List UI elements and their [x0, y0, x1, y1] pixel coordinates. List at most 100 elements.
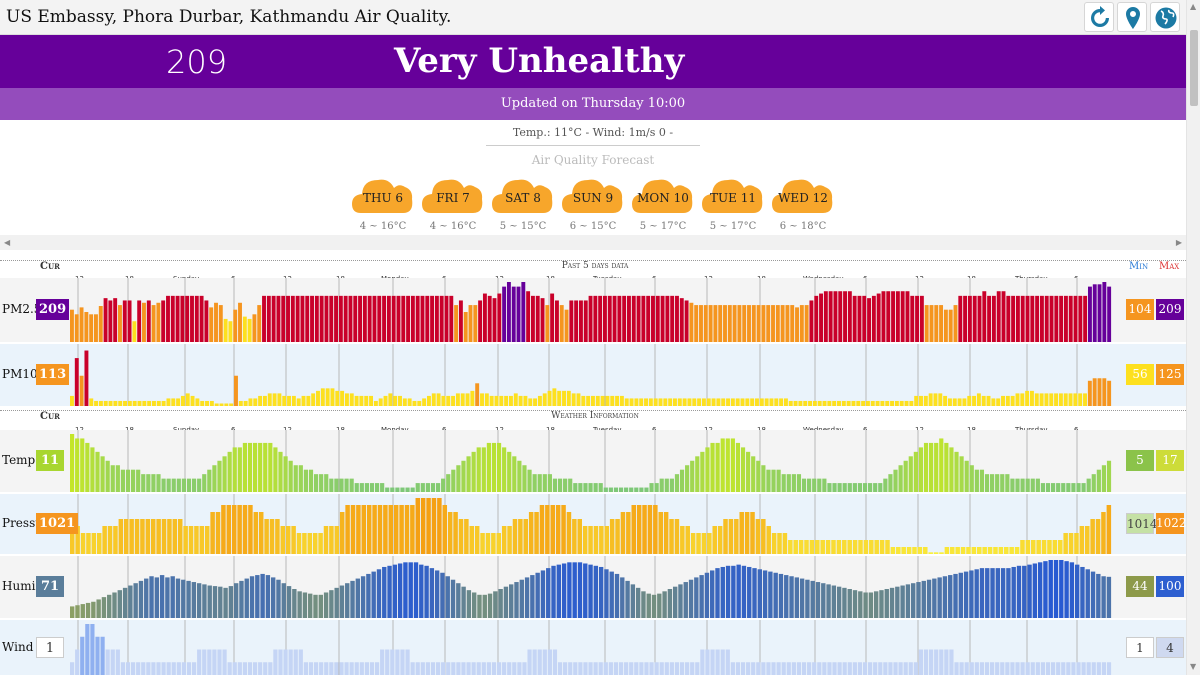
scrollbar-thumb[interactable]: [1190, 30, 1198, 106]
data-bar: [362, 295, 367, 342]
forecast-day[interactable]: THU 6 4 ~ 16°C: [351, 172, 415, 232]
data-bar: [1078, 393, 1083, 406]
cur-label: Cur: [40, 411, 60, 422]
scroll-down-icon[interactable]: ▼: [1190, 662, 1197, 671]
data-bar: [762, 570, 768, 618]
cloud-icon: [632, 179, 693, 213]
data-bar: [334, 587, 339, 618]
data-bar: [674, 474, 680, 492]
data-bar: [568, 478, 573, 492]
data-bar: [481, 662, 486, 675]
data-bar: [646, 295, 651, 342]
section-title: Weather Information: [551, 411, 639, 421]
data-bar: [253, 398, 258, 406]
data-bar: [430, 483, 436, 492]
data-bar: [578, 662, 583, 675]
data-bar: [115, 465, 120, 492]
data-bar: [775, 305, 780, 342]
forecast-day[interactable]: FRI 7 4 ~ 16°C: [421, 172, 485, 232]
forecast-day[interactable]: TUE 11 5 ~ 17°C: [701, 172, 765, 232]
data-bar: [480, 393, 484, 406]
data-bar: [766, 526, 771, 554]
data-bar: [1049, 393, 1054, 406]
data-bar: [154, 577, 160, 618]
data-bar: [260, 573, 265, 618]
data-bar: [761, 519, 766, 554]
vertical-scrollbar[interactable]: ▲ ▼: [1186, 0, 1200, 675]
data-bar: [219, 403, 224, 406]
forecast-day[interactable]: MON 10 5 ~ 17°C: [631, 172, 695, 232]
data-bar: [924, 305, 929, 342]
data-bar: [624, 487, 629, 492]
data-bar: [247, 662, 253, 675]
data-bar: [79, 307, 84, 342]
data-bar: [186, 580, 191, 618]
data-bar: [291, 395, 296, 406]
data-bar: [598, 566, 604, 618]
forecast-day[interactable]: SAT 8 5 ~ 15°C: [491, 172, 555, 232]
data-bar: [923, 547, 928, 554]
data-bar: [80, 533, 86, 554]
globe-button[interactable]: [1150, 2, 1180, 32]
data-bar: [740, 447, 746, 492]
forecast-day[interactable]: SUN 9 6 ~ 15°C: [561, 172, 625, 232]
data-bar: [271, 295, 276, 342]
data-bar: [335, 390, 340, 406]
data-bar: [132, 321, 137, 342]
data-bar: [285, 526, 291, 554]
data-bar: [194, 295, 199, 342]
data-bar: [456, 465, 461, 492]
data-bar: [507, 662, 512, 675]
data-bar: [768, 571, 773, 618]
data-bar: [530, 575, 535, 618]
data-bar: [275, 519, 280, 554]
data-bar: [508, 395, 513, 406]
forecast-day[interactable]: WED 12 6 ~ 18°C: [771, 172, 835, 232]
data-bar: [944, 547, 950, 554]
data-bar: [913, 451, 918, 492]
data-bar: [400, 487, 405, 492]
data-bar: [501, 526, 507, 554]
data-bar: [393, 505, 399, 554]
data-bar: [664, 662, 669, 675]
data-bar: [296, 398, 301, 406]
data-bar: [1035, 662, 1040, 675]
data-bar: [542, 393, 547, 406]
data-bar: [867, 298, 872, 342]
data-bar: [777, 533, 782, 554]
data-bar: [507, 451, 512, 492]
data-bar: [458, 519, 464, 554]
data-bar: [491, 662, 497, 675]
data-bar: [349, 393, 354, 406]
row-label: Wind: [2, 639, 34, 654]
data-bar: [424, 565, 429, 618]
scroll-up-icon[interactable]: ▲: [1190, 2, 1197, 11]
data-bar: [125, 469, 131, 492]
data-bar: [237, 447, 242, 492]
data-bar: [1011, 295, 1016, 342]
data-bar: [402, 398, 407, 406]
data-bar: [512, 519, 518, 554]
data-bar: [146, 300, 151, 342]
location-pin-icon: [1126, 7, 1140, 29]
data-bar: [435, 662, 441, 675]
data-bar: [471, 592, 477, 618]
location-button[interactable]: [1117, 2, 1147, 32]
refresh-button[interactable]: [1084, 2, 1114, 32]
data-bar: [903, 662, 908, 675]
data-bar: [305, 295, 310, 342]
data-bar: [1009, 547, 1014, 554]
data-bar: [677, 398, 682, 406]
data-bar: [249, 576, 255, 618]
scroll-right-icon[interactable]: ▶: [1175, 238, 1182, 247]
data-bar: [944, 649, 949, 675]
scroll-left-icon[interactable]: ◀: [4, 238, 11, 247]
data-bar: [369, 395, 374, 406]
data-bar: [542, 474, 547, 492]
data-bar: [996, 291, 1001, 342]
data-bar: [264, 519, 269, 554]
data-bar: [280, 526, 286, 554]
data-bar: [737, 305, 742, 342]
horizontal-scrollbar[interactable]: ◀ ▶: [0, 235, 1186, 250]
